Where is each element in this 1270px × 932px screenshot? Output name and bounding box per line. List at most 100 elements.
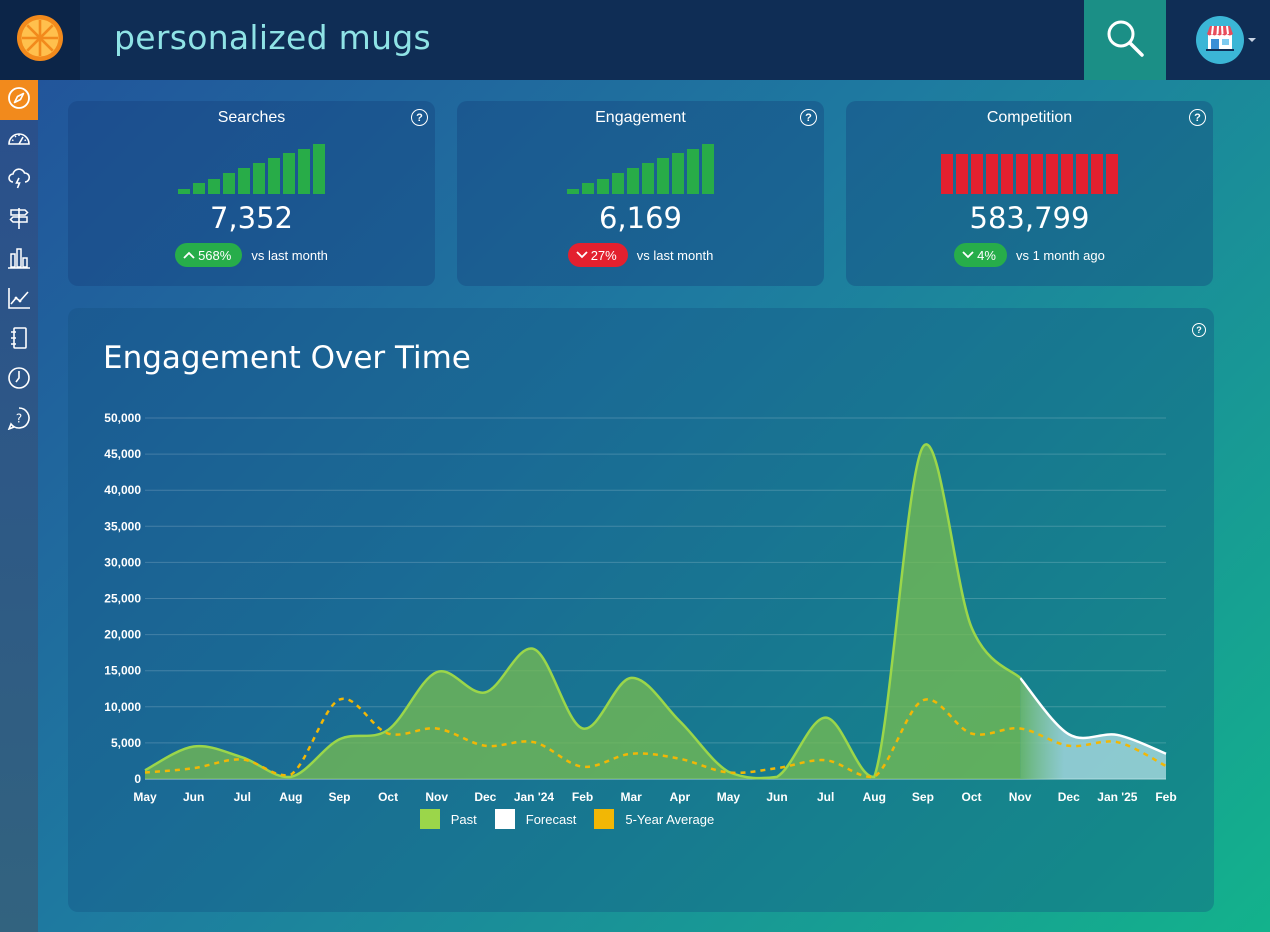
- search-button[interactable]: [1084, 0, 1166, 80]
- card-value: 6,169: [598, 201, 683, 235]
- sidebar-item-dashboard[interactable]: [0, 120, 38, 160]
- change-badge: 568%: [175, 243, 243, 267]
- spark-bar: [1076, 154, 1088, 194]
- shop-menu[interactable]: [1196, 16, 1256, 64]
- legend-swatch: [594, 809, 615, 829]
- sidebar-item-trends[interactable]: [0, 160, 38, 200]
- card-change: 27% vs last month: [457, 243, 824, 267]
- y-tick-label: 35,000: [104, 519, 141, 533]
- change-badge: 4%: [954, 243, 1007, 267]
- x-tick-label: Jan '25: [1097, 790, 1138, 804]
- spark-bar: [956, 154, 968, 194]
- legend-item[interactable]: Past: [419, 809, 477, 829]
- spark-bar: [582, 183, 594, 194]
- legend-label: 5-Year Average: [625, 811, 715, 827]
- x-tick-label: Oct: [962, 790, 982, 804]
- line-chart-icon: [7, 286, 31, 315]
- change-period: vs last month: [251, 247, 328, 263]
- x-tick-label: Dec: [1058, 790, 1080, 804]
- help-icon[interactable]: ?: [800, 109, 817, 126]
- card-change: 4% vs 1 month ago: [846, 243, 1213, 267]
- spark-bar: [1016, 154, 1028, 194]
- spark-bar: [642, 163, 654, 194]
- svg-text:?: ?: [16, 411, 22, 425]
- legend-swatch: [494, 809, 515, 829]
- spark-bar: [1106, 154, 1118, 194]
- y-tick-label: 45,000: [104, 447, 141, 461]
- sidebar-item-explore[interactable]: [0, 80, 38, 120]
- forecast-area: [1020, 677, 1166, 779]
- sidebar-item-analytics[interactable]: [0, 240, 38, 280]
- sidebar-item-guide[interactable]: [0, 200, 38, 240]
- x-tick-label: Jul: [234, 790, 251, 804]
- spark-bar: [268, 158, 280, 194]
- spark-bar: [567, 189, 579, 194]
- y-tick-label: 5,000: [111, 736, 141, 750]
- legend-item[interactable]: Forecast: [494, 809, 577, 829]
- legend-label: Forecast: [525, 811, 577, 827]
- x-tick-label: Jan '24: [514, 790, 555, 804]
- sidebar-item-history[interactable]: [0, 360, 38, 400]
- x-tick-label: Sep: [328, 790, 350, 804]
- spark-bar: [253, 163, 265, 194]
- searches-sparkbars: [68, 142, 435, 194]
- sidebar: ?: [0, 80, 38, 932]
- chart-legend: Past Forecast 5-Year Average: [0, 809, 1140, 829]
- spark-bar: [612, 173, 624, 194]
- x-tick-label: Jul: [817, 790, 834, 804]
- five-year-average-line: [144, 697, 1167, 779]
- top-bar: personalized mugs: [0, 0, 1270, 80]
- x-tick-label: Aug: [279, 790, 302, 804]
- x-tick-label: Nov: [425, 790, 448, 804]
- y-tick-label: 20,000: [104, 628, 141, 642]
- help-bubble-icon: ?: [7, 406, 31, 435]
- spark-bar: [1001, 154, 1013, 194]
- signpost-icon: [7, 206, 31, 235]
- engagement-chart-panel: ? Engagement Over Time 0 5,000 10,000 15,00…: [68, 308, 1214, 912]
- engagement-chart: 0 5,000 10,000 15,000 20,000 25,000 30,000 35,0…: [104, 411, 1176, 804]
- x-tick-label: Jun: [183, 790, 204, 804]
- card-value: 7,352: [209, 201, 294, 235]
- legend-item[interactable]: 5-Year Average: [594, 809, 714, 829]
- search-icon: [1105, 18, 1145, 63]
- competition-sparkbars: [846, 142, 1213, 194]
- spark-bar: [1061, 154, 1073, 194]
- search-query[interactable]: personalized mugs: [114, 18, 432, 57]
- sidebar-item-notes[interactable]: [0, 320, 38, 360]
- y-tick-label: 40,000: [104, 483, 141, 497]
- help-icon[interactable]: ?: [411, 109, 428, 126]
- card-value: 583,799: [969, 201, 1090, 235]
- change-badge: 27%: [567, 243, 628, 267]
- spark-bar: [986, 154, 998, 194]
- past-line: [144, 443, 1022, 780]
- spark-bar: [298, 149, 310, 194]
- y-tick-label: 15,000: [104, 664, 141, 678]
- card-title: Searches: [217, 109, 286, 126]
- spark-bar: [1046, 154, 1058, 194]
- help-icon[interactable]: ?: [1192, 323, 1206, 337]
- change-period: vs last month: [636, 247, 714, 263]
- x-tick-label: Apr: [669, 790, 690, 804]
- bar-chart-icon: [7, 246, 31, 275]
- spark-bar: [313, 144, 325, 194]
- sidebar-item-growth[interactable]: [0, 280, 38, 320]
- chevron-down-icon: [1248, 38, 1256, 42]
- compass-icon: [7, 86, 31, 115]
- x-tick-label: Aug: [863, 790, 886, 804]
- y-tick-label: 25,000: [104, 592, 141, 606]
- spark-bar: [238, 168, 250, 194]
- y-tick-label: 50,000: [104, 411, 141, 425]
- spark-bar: [971, 154, 983, 194]
- spark-bar: [657, 158, 669, 194]
- orange-slice-icon: [16, 14, 64, 67]
- shop-avatar[interactable]: [1196, 16, 1244, 64]
- help-icon[interactable]: ?: [1189, 109, 1206, 126]
- logo[interactable]: [0, 0, 80, 80]
- spark-bar: [627, 168, 639, 194]
- engagement-card: Engagement ? 6,169 27% vs last month: [457, 101, 824, 286]
- legend-swatch: [419, 809, 440, 829]
- chevron-down-icon: [962, 248, 974, 263]
- x-tick-label: Oct: [378, 790, 398, 804]
- spark-bar: [283, 153, 295, 194]
- sidebar-item-help[interactable]: ?: [0, 400, 38, 440]
